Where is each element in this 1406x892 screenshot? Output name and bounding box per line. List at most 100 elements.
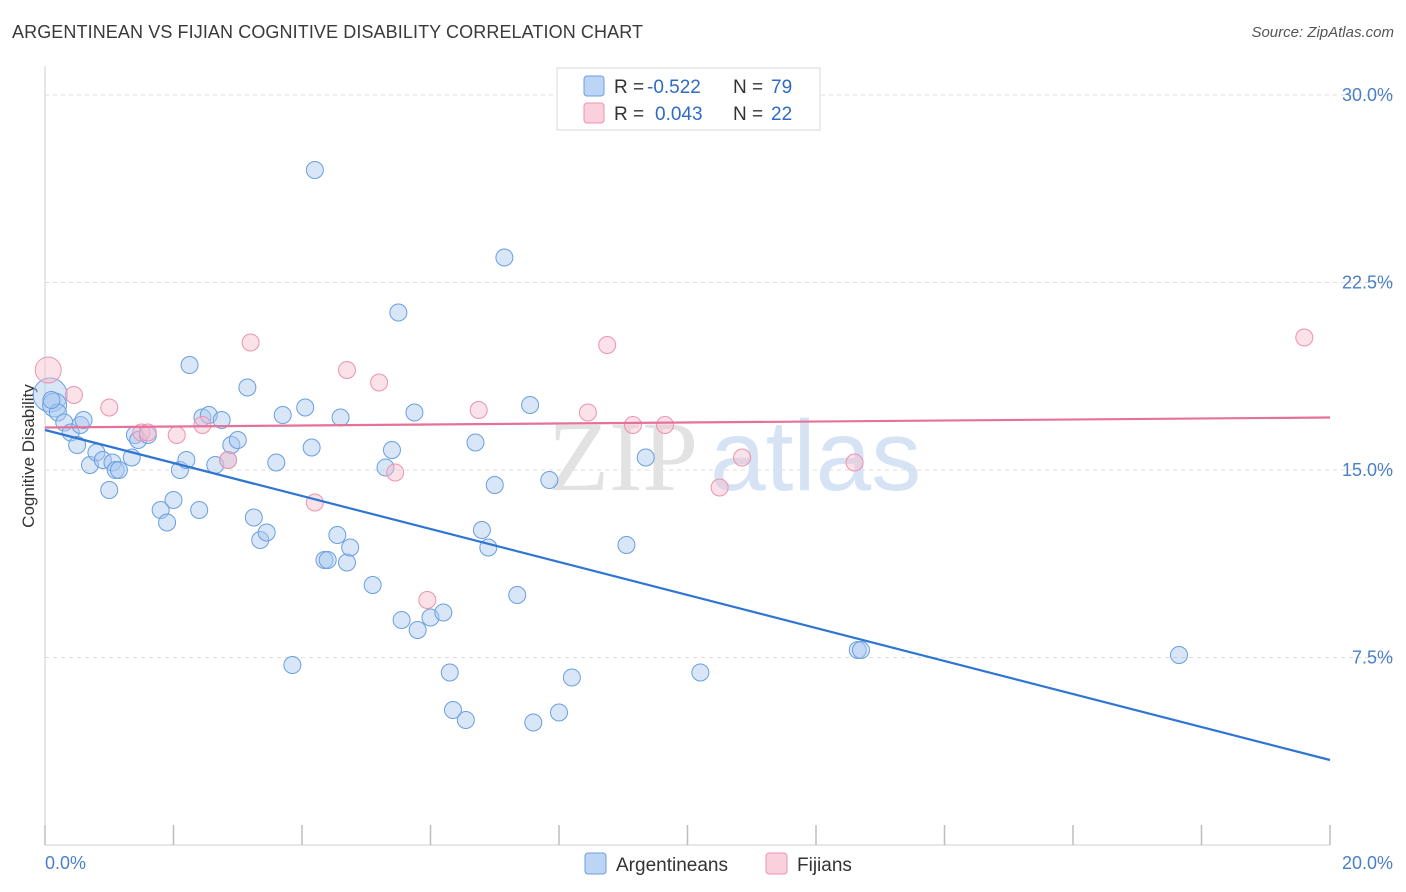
argentineans-point: [440, 663, 459, 682]
argentineans-point: [485, 476, 504, 494]
argentineans-point: [238, 378, 257, 397]
argentineans-point: [74, 411, 93, 429]
chart-title: ARGENTINEAN VS FIJIAN COGNITIVE DISABILI…: [12, 22, 644, 42]
legend-n-label: N =: [733, 104, 763, 125]
argentineans-point: [1170, 646, 1189, 664]
argentineans-point: [550, 703, 568, 722]
argentineans-point: [562, 668, 581, 687]
legend-n-value-fijians: 22: [771, 104, 792, 125]
argentineans-point: [283, 656, 302, 674]
argentineans-point: [71, 416, 90, 434]
legend-n-label: N =: [733, 77, 763, 98]
fijians-point: [386, 463, 405, 482]
argentineans-point: [472, 521, 491, 539]
legend-swatch-fijians: [765, 852, 788, 875]
watermark-atlas: atlas: [710, 400, 921, 512]
argentineans-point: [443, 701, 462, 719]
argentineans-trend-line: [44, 428, 1331, 762]
legend-label-fijians: Fijians: [797, 855, 852, 876]
legend-r-label: R =: [614, 104, 644, 125]
fijians-point: [733, 448, 752, 467]
argentineans-point: [540, 471, 559, 489]
y-tick-label: 15.0%: [1342, 460, 1393, 480]
legend-r-label: R =: [614, 77, 644, 98]
fijians-point: [656, 416, 675, 434]
argentineans-point: [851, 641, 870, 659]
argentineans-point: [267, 453, 286, 472]
axes: [44, 66, 1331, 846]
argentineans-point: [508, 586, 527, 604]
fijians-point: [34, 356, 62, 384]
fijians-point: [370, 373, 389, 392]
argentineans-point: [337, 553, 356, 572]
fijians-point: [598, 336, 617, 354]
correlation-legend: R = -0.522 N = 79 R = 0.043 N = 22: [556, 67, 821, 131]
fijians-point: [845, 453, 864, 472]
argentineans-point: [257, 523, 276, 542]
legend-n-value-argentineans: 79: [771, 77, 792, 98]
argentineans-point: [318, 551, 337, 569]
legend-swatch-argentineans: [584, 852, 607, 875]
argentineans-point: [636, 448, 655, 467]
argentineans-point: [521, 396, 540, 414]
fijians-point: [469, 401, 488, 419]
fijians-point: [193, 416, 212, 434]
argentineans-point: [376, 458, 395, 477]
argentineans-point: [392, 611, 411, 629]
fijians-point: [167, 426, 186, 444]
argentineans-point: [68, 436, 87, 454]
trend-lines: [44, 416, 1331, 762]
y-tick-label: 30.0%: [1342, 85, 1393, 105]
fijians-point: [219, 451, 238, 469]
fijians-point: [305, 493, 324, 512]
argentineans-point: [190, 501, 209, 519]
argentineans-point: [341, 538, 360, 557]
fijians-point: [710, 478, 729, 497]
fijians-point: [100, 398, 119, 417]
argentineans-point: [434, 603, 453, 622]
argentineans-point: [524, 713, 543, 732]
argentineans-point: [251, 531, 270, 549]
argentineans-point: [180, 356, 199, 374]
argentineans-point: [305, 161, 324, 179]
legend-label-argentineans: Argentineans: [616, 855, 728, 876]
fijians-points: [34, 328, 1314, 609]
argentineans-point: [382, 441, 401, 459]
legend-swatch-argentineans: [583, 75, 605, 97]
argentineans-point: [109, 461, 128, 479]
fijians-point: [241, 333, 260, 352]
argentineans-point: [363, 576, 382, 594]
watermark: ZIP atlas: [548, 400, 921, 512]
argentineans-point: [296, 398, 315, 417]
argentineans-point: [331, 408, 350, 427]
legend-r-value-argentineans: -0.522: [647, 77, 701, 98]
argentineans-point: [405, 403, 424, 422]
argentineans-points: [32, 161, 1189, 732]
argentineans-point: [389, 303, 408, 322]
argentineans-point: [691, 663, 710, 682]
argentineans-point: [212, 411, 231, 429]
argentineans-point: [466, 433, 485, 452]
legend-r-value-fijians: 0.043: [655, 104, 703, 125]
fijians-point: [1295, 328, 1314, 347]
fijians-point: [418, 591, 437, 609]
y-axis-label: Cognitive Disability: [19, 384, 38, 528]
argentineans-point: [617, 536, 636, 554]
argentineans-point: [495, 248, 514, 267]
legend-swatch-fijians: [583, 102, 605, 124]
fijians-point: [623, 416, 642, 434]
y-tick-label: 7.5%: [1352, 648, 1393, 668]
fijians-point: [138, 423, 157, 442]
argentineans-point: [42, 391, 61, 409]
source-credit: Source: ZipAtlas.com: [1251, 24, 1394, 41]
argentineans-point: [228, 431, 247, 449]
series-legend: Argentineans Fijians: [584, 852, 852, 876]
argentineans-point: [302, 438, 321, 457]
y-tick-label: 22.5%: [1342, 273, 1393, 293]
argentineans-point: [244, 508, 263, 527]
tick-labels: 7.5% 15.0% 22.5% 30.0% 0.0% 20.0%: [45, 85, 1393, 873]
gridlines: [45, 94, 1393, 658]
argentineans-point: [408, 621, 427, 639]
x-tick-label: 0.0%: [45, 853, 86, 873]
